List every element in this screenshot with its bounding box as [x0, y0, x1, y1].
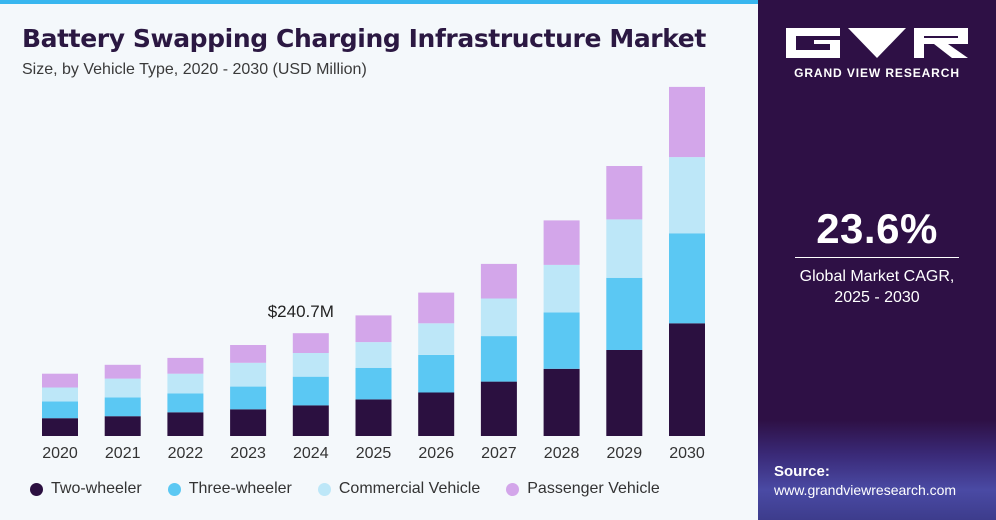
accent-bar: [0, 0, 760, 4]
source-label: Source:: [774, 463, 830, 480]
bar-segment-two-wheeler-2024: [292, 405, 329, 436]
bar-segment-three-wheeler-2027: [480, 336, 517, 382]
bar-segment-two-wheeler-2022: [167, 412, 204, 436]
bar-segment-commercial-vehicle-2024: [292, 352, 329, 377]
bar-segment-two-wheeler-2023: [230, 409, 267, 436]
bar-segment-commercial-vehicle-2027: [480, 298, 517, 337]
bar-segment-two-wheeler-2029: [606, 350, 643, 436]
bar-segment-two-wheeler-2026: [418, 392, 455, 436]
bar-segment-two-wheeler-2025: [355, 399, 392, 436]
bar-segment-two-wheeler-2020: [42, 418, 78, 436]
x-tick-label-2025: 2025: [356, 445, 392, 462]
sidebar-footer-background: [758, 420, 996, 520]
cagr-label-line2: 2025 - 2030: [834, 289, 920, 306]
x-tick-label-2020: 2020: [42, 445, 78, 462]
bar-segment-three-wheeler-2022: [167, 393, 204, 413]
bar-segment-three-wheeler-2030: [669, 233, 705, 324]
stacked-bar-chart: 2020 2021 2022 2023 2024 $240.7M 2025 2026 2027 2…: [42, 86, 705, 462]
bar-segment-three-wheeler-2024: [292, 376, 329, 406]
chart-subtitle: Size, by Vehicle Type, 2020 - 2030 (USD …: [22, 61, 367, 78]
bar-segment-commercial-vehicle-2030: [669, 157, 705, 234]
legend-label-passenger-vehicle: Passenger Vehicle: [527, 480, 660, 497]
bar-segment-commercial-vehicle-2025: [355, 342, 392, 368]
bar-segment-commercial-vehicle-2022: [167, 373, 204, 394]
source-url[interactable]: www.grandviewresearch.com: [774, 482, 957, 498]
bar-segment-two-wheeler-2021: [104, 416, 141, 436]
legend-item-commercial-vehicle: Commercial Vehicle: [317, 480, 481, 498]
x-tick-label-2023: 2023: [230, 445, 266, 462]
bar-segment-passenger-vehicle-2020: [42, 373, 78, 388]
bar-segment-three-wheeler-2029: [606, 277, 643, 350]
bar-segment-commercial-vehicle-2029: [606, 219, 643, 278]
legend-label-two-wheeler: Two-wheeler: [51, 480, 142, 497]
legend-label-commercial-vehicle: Commercial Vehicle: [338, 480, 481, 497]
x-tick-label-2029: 2029: [607, 445, 643, 462]
cagr-divider: [795, 257, 959, 258]
bar-segment-three-wheeler-2020: [42, 401, 78, 419]
bar-segment-passenger-vehicle-2025: [355, 315, 392, 343]
bar-segment-three-wheeler-2026: [418, 354, 455, 393]
bar-segment-two-wheeler-2028: [543, 368, 580, 436]
chart-title: Battery Swapping Charging Infrastructure…: [22, 24, 706, 53]
bar-segment-passenger-vehicle-2023: [230, 345, 267, 363]
sidebar: GRAND VIEW RESEARCH 23.6% Global Market …: [758, 0, 996, 520]
x-tick-label-2027: 2027: [481, 445, 517, 462]
bar-segment-three-wheeler-2028: [543, 312, 580, 369]
data-label-2024: $240.7M: [268, 302, 334, 321]
bar-segment-three-wheeler-2023: [230, 386, 267, 410]
bar-segment-passenger-vehicle-2022: [167, 357, 204, 374]
legend-item-three-wheeler: Three-wheeler: [167, 480, 292, 498]
cagr-label-line1: Global Market CAGR,: [799, 268, 955, 285]
chart-legend: Two-wheeler Three-wheeler Commercial Veh…: [30, 478, 686, 500]
bar-segment-passenger-vehicle-2027: [480, 263, 517, 299]
legend-item-two-wheeler: Two-wheeler: [30, 480, 142, 498]
bar-segment-passenger-vehicle-2030: [669, 86, 705, 158]
x-tick-label-2024: 2024: [293, 445, 329, 462]
bar-segment-commercial-vehicle-2021: [104, 378, 141, 398]
bar-segment-passenger-vehicle-2028: [543, 220, 580, 265]
x-tick-label-2021: 2021: [105, 445, 141, 462]
grand-view-research-logo: [786, 28, 968, 58]
x-tick-label-2026: 2026: [418, 445, 454, 462]
cagr-value: 23.6%: [816, 205, 938, 252]
legend-swatch-commercial-vehicle: [317, 482, 331, 496]
bar-segment-passenger-vehicle-2021: [104, 364, 141, 379]
bar-segment-two-wheeler-2027: [480, 381, 517, 436]
legend-swatch-two-wheeler: [30, 482, 43, 496]
bar-segment-passenger-vehicle-2026: [418, 292, 455, 324]
bar-segment-three-wheeler-2021: [104, 397, 141, 417]
legend-swatch-three-wheeler: [167, 482, 181, 496]
bar-segment-commercial-vehicle-2020: [42, 387, 78, 402]
bar-segment-commercial-vehicle-2026: [418, 323, 455, 355]
legend-item-passenger-vehicle: Passenger Vehicle: [506, 480, 660, 498]
bar-segment-three-wheeler-2025: [355, 367, 392, 400]
bar-segment-passenger-vehicle-2024: [292, 333, 329, 353]
x-tick-label-2028: 2028: [544, 445, 580, 462]
legend-swatch-passenger-vehicle: [506, 482, 520, 496]
bar-segment-commercial-vehicle-2023: [230, 362, 267, 387]
brand-name: GRAND VIEW RESEARCH: [794, 66, 960, 80]
bar-segment-commercial-vehicle-2028: [543, 264, 580, 313]
cagr-label: Global Market CAGR, 2025 - 2030: [758, 266, 996, 308]
bar-segment-two-wheeler-2030: [669, 323, 705, 436]
legend-label-three-wheeler: Three-wheeler: [188, 480, 292, 497]
x-tick-label-2022: 2022: [168, 445, 204, 462]
x-tick-label-2030: 2030: [669, 445, 705, 462]
bar-segment-passenger-vehicle-2029: [606, 166, 643, 220]
